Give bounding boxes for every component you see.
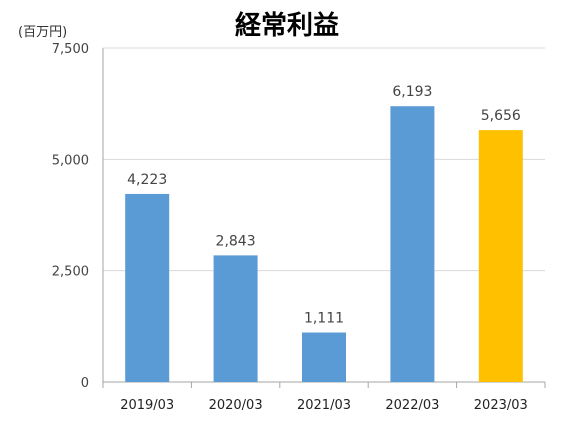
data-label: 6,193: [392, 84, 432, 100]
bar-2023-03: [478, 130, 523, 382]
y-tick-label: 0: [81, 376, 89, 391]
x-category-label: 2022/03: [385, 398, 439, 413]
bars: 4,223 2,843 1,111 6,193 5,656: [125, 84, 523, 382]
x-category-label: 2023/03: [474, 398, 528, 413]
y-axis-ticks: 0 2,500 5,000 7,500: [52, 42, 89, 391]
x-category-label: 2021/03: [297, 398, 351, 413]
chart-title: 経常利益: [235, 10, 339, 41]
bar-2020-03: [213, 255, 258, 382]
bar-2021-03: [302, 332, 346, 382]
x-category-label: 2019/03: [120, 398, 174, 413]
x-category-label: 2020/03: [209, 398, 263, 413]
data-label: 4,223: [127, 172, 167, 188]
bar-2022-03: [390, 106, 435, 382]
y-tick-label: 7,500: [52, 42, 89, 57]
y-tick-label: 5,000: [52, 153, 89, 168]
x-axis-categories: 2019/03 2020/03 2021/03 2022/03 2023/03: [102, 382, 546, 413]
bar-2019-03: [125, 193, 170, 382]
data-label: 2,843: [216, 233, 256, 249]
unit-label: (百万円): [18, 25, 67, 40]
data-label: 5,656: [481, 108, 521, 124]
gridlines: [103, 47, 545, 272]
data-label: 1,111: [304, 311, 344, 327]
y-tick-label: 2,500: [52, 265, 89, 280]
